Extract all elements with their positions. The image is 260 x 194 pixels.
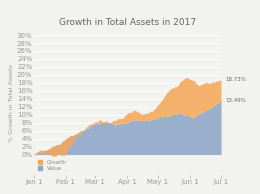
Text: 18.73%: 18.73% — [225, 77, 246, 82]
Text: 13.49%: 13.49% — [225, 98, 246, 103]
Y-axis label: % Growth in Total Assets: % Growth in Total Assets — [9, 64, 14, 142]
Title: Growth in Total Assets in 2017: Growth in Total Assets in 2017 — [59, 18, 196, 28]
Legend: Growth, Value: Growth, Value — [37, 159, 68, 172]
